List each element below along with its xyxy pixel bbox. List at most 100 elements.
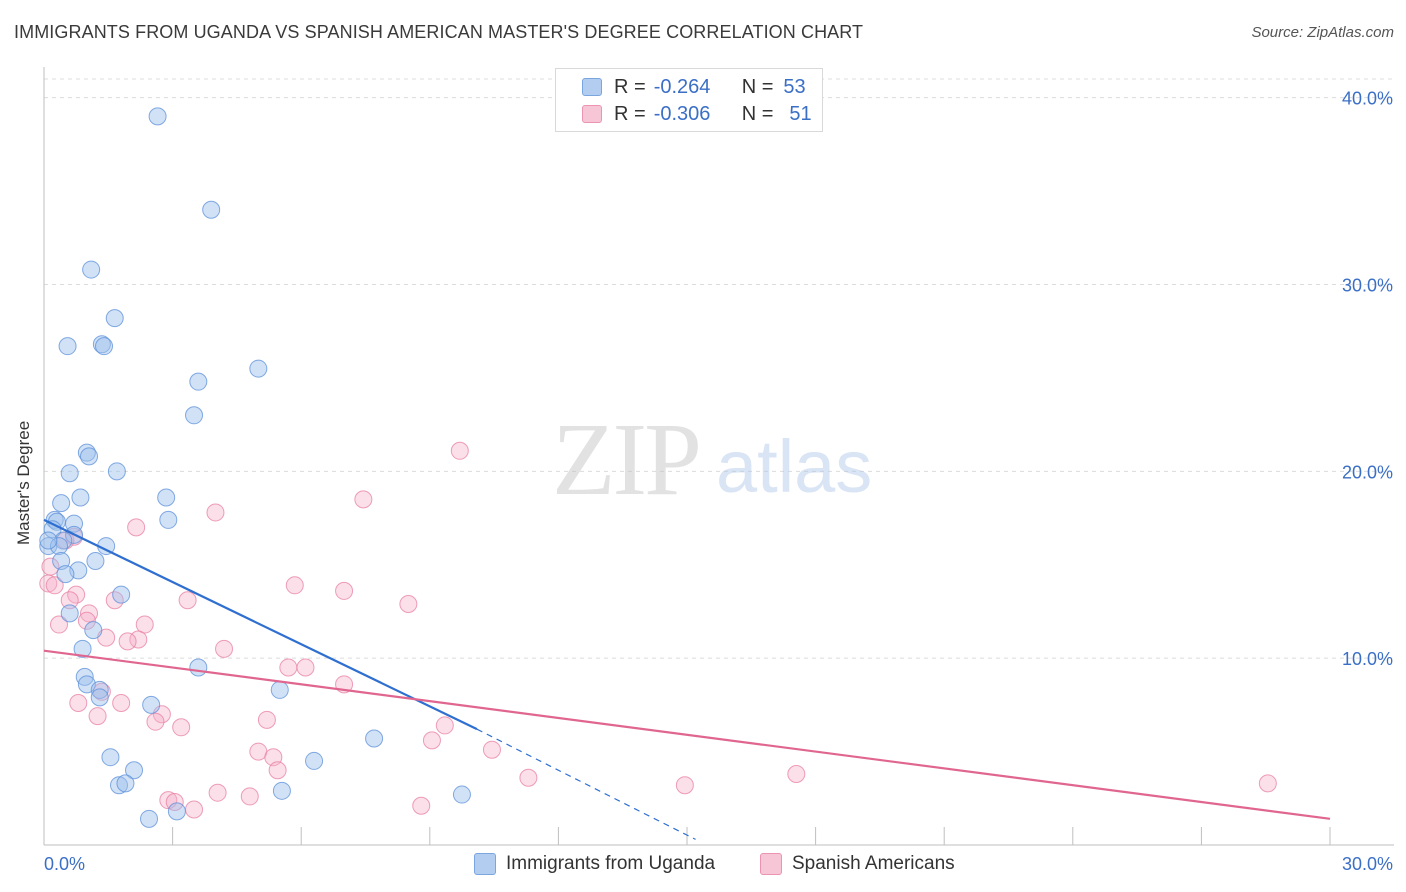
spanish-point [257,710,276,729]
uganda-point [189,658,208,677]
spanish-point [80,604,99,623]
legend-r-value: -0.306 [653,102,711,125]
uganda-point [95,337,114,356]
uganda-point [75,667,94,686]
spanish-point [279,658,298,677]
spanish-point [215,639,234,658]
watermark-atlas: atlas [716,425,873,508]
spanish-point [146,712,165,731]
chart-title: IMMIGRANTS FROM UGANDA VS SPANISH AMERIC… [14,22,864,42]
spanish-point [787,765,806,784]
spanish-point [60,591,79,610]
spanish-point [39,574,58,593]
uganda-point [82,260,101,279]
legend-swatch-pink [582,105,602,123]
uganda-point [112,585,131,604]
legend-n-value: 53 [783,75,806,98]
uganda-point [39,531,58,550]
legend-r-label: R = [614,102,646,125]
legend-row-uganda: R = -0.264 N = 53 [582,74,806,100]
spanish-point [335,581,354,600]
bottom-legend-label-uganda: Immigrants from Uganda [506,853,716,874]
spanish-point [285,576,304,595]
uganda-point [202,200,221,219]
spanish-point [45,576,64,595]
legend-r-label: R = [614,75,646,98]
spanish-point [208,783,227,802]
uganda-point [107,462,126,481]
spanish-point [118,632,137,651]
spanish-point [268,761,287,780]
spanish-point [206,503,225,522]
uganda-point [105,309,124,328]
spanish-point [675,776,694,795]
chart-source: Source: ZipAtlas.com [1251,24,1394,41]
uganda-point [84,621,103,640]
uganda-point [305,751,324,770]
spanish-point [354,490,373,509]
spanish-point [412,796,431,815]
spanish-point [240,787,259,806]
uganda-point [60,604,79,623]
uganda-point [60,464,79,483]
x-tick-label: 0.0% [44,854,85,874]
uganda-point [167,802,186,821]
bottom-legend-label-spanish: Spanish Americans [792,853,955,874]
spanish-point [435,716,454,735]
spanish-point [135,615,154,634]
uganda-point [125,761,144,780]
x-tick-label: 30.0% [1342,854,1393,874]
uganda-point [39,537,58,556]
bottom-legend-uganda: Immigrants from Uganda [474,852,715,876]
legend-swatch-blue [582,78,602,96]
uganda-point [101,748,120,767]
correlation-legend: R = -0.264 N = 53 R = -0.306 N = 51 [555,68,823,132]
y-tick-label: 40.0% [1342,89,1393,109]
spanish-point [69,694,88,713]
legend-n-value: 51 [789,102,812,125]
spanish-point [77,611,96,630]
bottom-legend-spanish: Spanish Americans [760,852,955,876]
uganda-point [189,372,208,391]
uganda-point [452,785,471,804]
spanish-trend-line [43,649,1331,820]
spanish-point [112,694,131,713]
spanish-point [249,742,268,761]
spanish-point [88,707,107,726]
uganda-point [116,774,135,793]
uganda-point [86,552,105,571]
spanish-point [399,594,418,613]
spanish-point [185,800,204,819]
spanish-point [127,518,146,537]
uganda-point [56,565,75,584]
uganda-point [90,688,109,707]
spanish-point [482,740,501,759]
uganda-point [80,447,99,466]
spanish-point [178,591,197,610]
uganda-point [272,781,291,800]
uganda-trend-line [43,518,478,731]
spanish-point [519,768,538,787]
uganda-point [157,488,176,507]
watermark-zip: ZIP [552,402,702,517]
spanish-point [296,658,315,677]
uganda-point [142,695,161,714]
uganda-point [52,494,71,513]
uganda-point [140,809,159,828]
y-axis-title: Master's Degree [14,420,33,545]
uganda-point [58,337,77,356]
bottom-legend-swatch-pink [760,853,782,875]
spanish-point [450,441,469,460]
spanish-point [422,731,441,750]
uganda-point [90,680,109,699]
uganda-trend-line-extension [476,728,696,840]
bottom-legend-swatch-blue [474,853,496,875]
uganda-point [110,776,129,795]
spanish-point [172,718,191,737]
legend-n-label: N = [741,102,774,125]
uganda-point [270,680,289,699]
y-tick-label: 30.0% [1342,276,1393,296]
y-tick-label: 20.0% [1342,462,1393,482]
legend-r-value: -0.264 [653,75,711,98]
y-tick-label: 10.0% [1342,649,1393,669]
